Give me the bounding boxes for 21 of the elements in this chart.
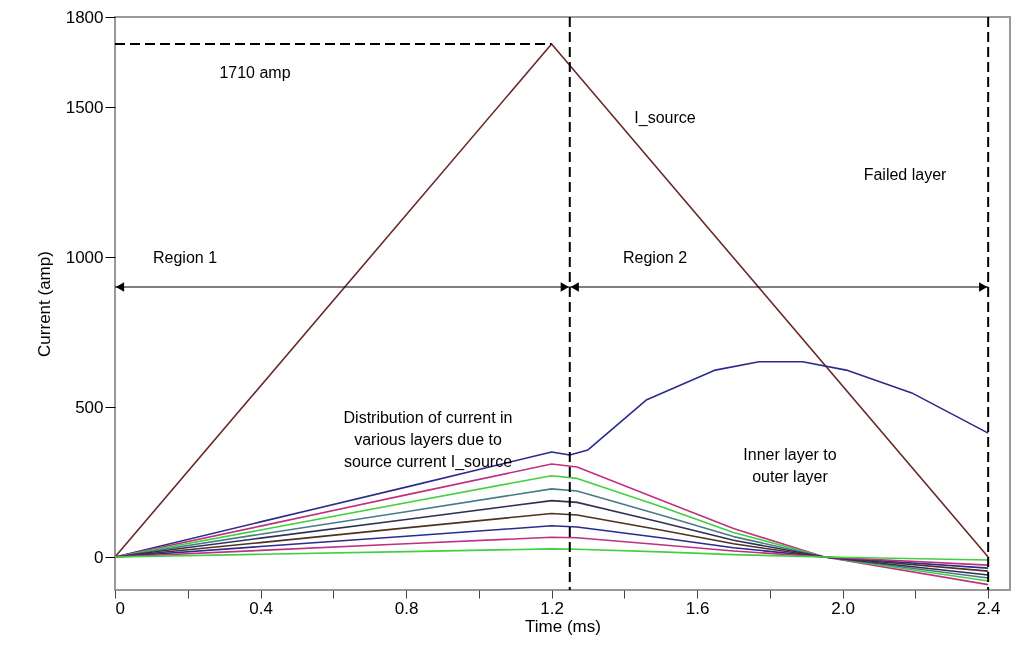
x-tick-label: 1.6 [685, 598, 710, 618]
x-tick-label: 0 [115, 598, 125, 618]
annotation: Failed layer [863, 166, 948, 183]
x-tick-label: 1.2 [540, 598, 564, 618]
x-tick-label: 0.4 [249, 598, 273, 618]
y-tick-label: 1500 [65, 97, 104, 117]
x-tick-label: 0.8 [394, 598, 419, 618]
y-tick-label: 500 [75, 397, 104, 417]
x-tick-label: 2.0 [831, 598, 855, 618]
y-tick-label: 0 [94, 547, 104, 567]
x-tick-label: 2.4 [976, 598, 1001, 618]
annotation: Region 1 [152, 249, 218, 266]
annotation: Distribution of current in various layers due to source current I_source [343, 409, 513, 471]
x-axis-title: Time (ms) [525, 616, 601, 636]
annotation: I_source [634, 109, 696, 127]
y-axis-title: Current (amp) [34, 251, 54, 357]
y-tick-label: 1000 [65, 247, 104, 267]
y-tick-label: 1800 [65, 7, 104, 27]
annotation: 1710 amp [219, 64, 291, 81]
annotation: Region 2 [622, 249, 688, 266]
annotation: Inner layer to outer layer [743, 446, 837, 485]
